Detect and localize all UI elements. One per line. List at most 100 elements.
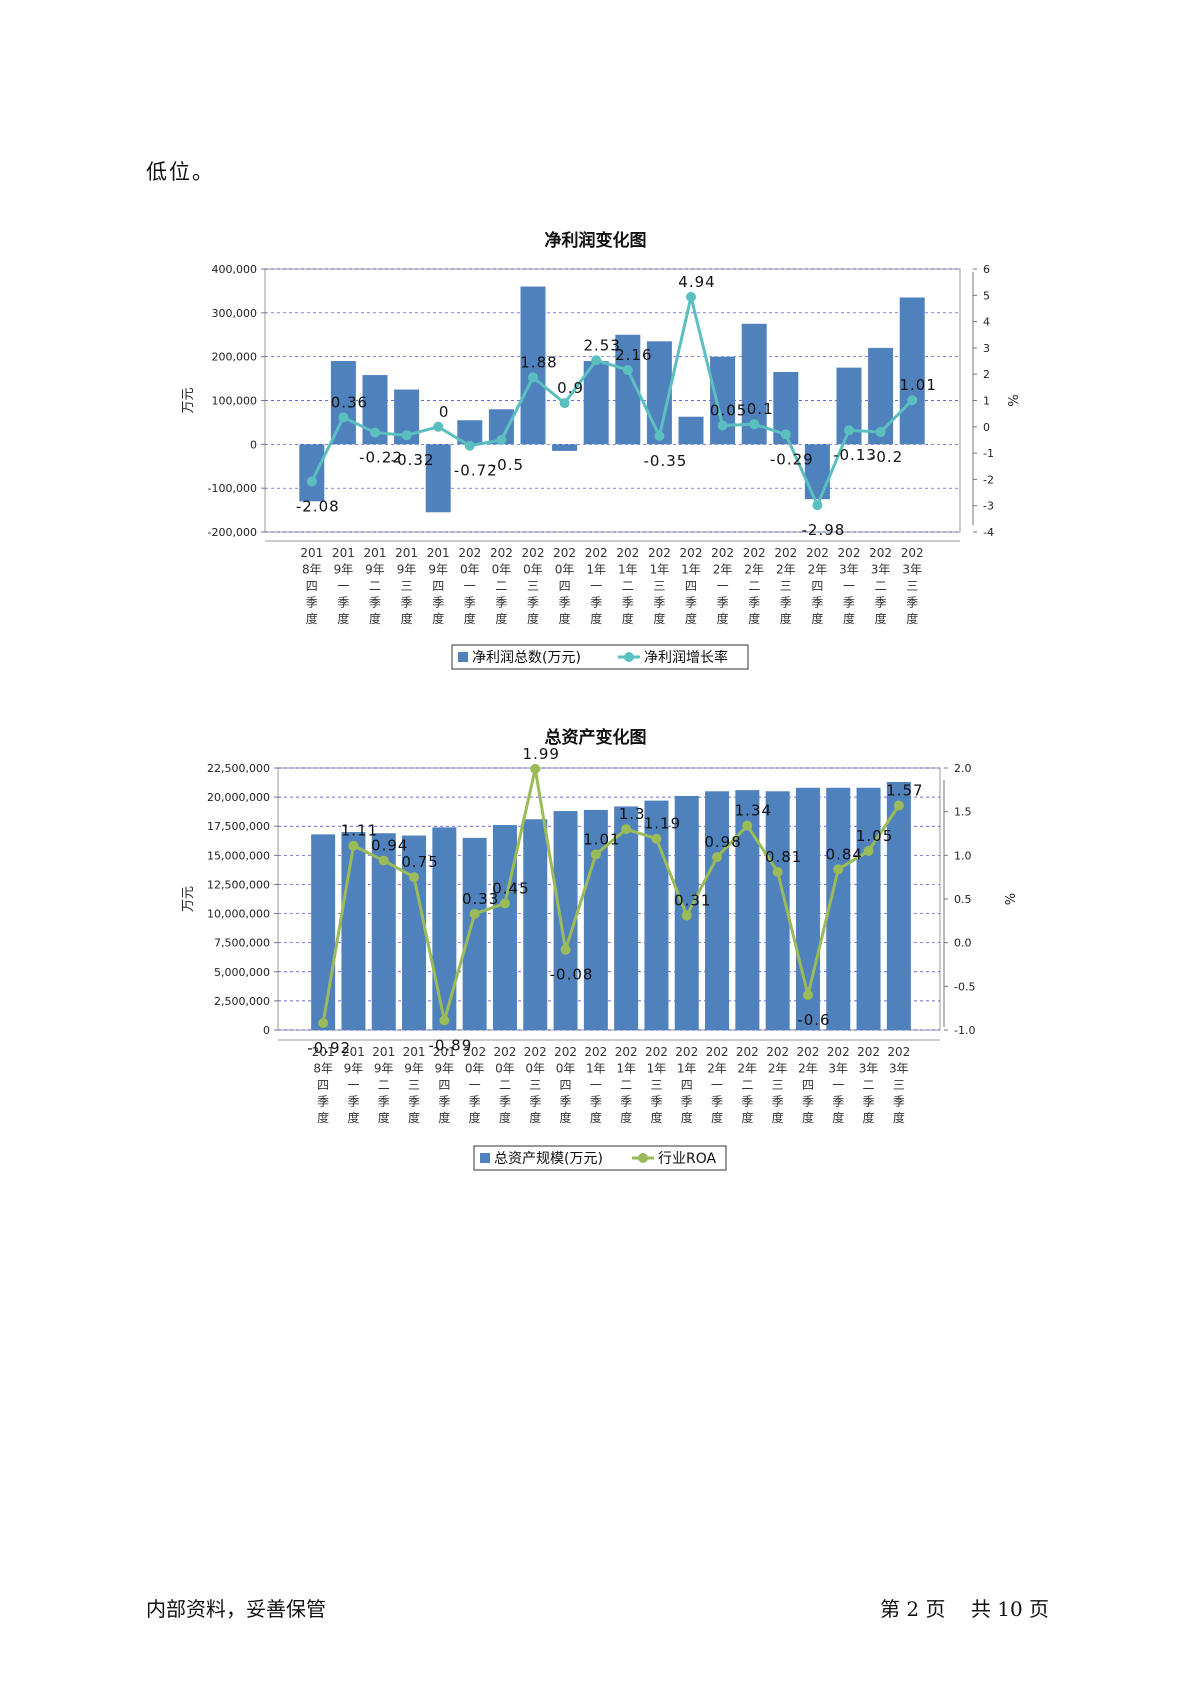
x-tick-label: 202 2年二季度 [736,1045,759,1125]
x-tick-label-line: 202 [706,1045,729,1059]
data-label: 4.94 [678,273,715,291]
line-point [875,427,886,438]
x-tick-label: 202 0年一季度 [463,1045,486,1125]
legend-bar-label: 净利润总数(万元) [472,650,581,666]
x-tick-label-line: 二 [863,1078,875,1092]
data-label: 1.34 [735,802,772,820]
bar [856,787,881,1030]
data-label: 1.19 [644,815,681,833]
x-tick-label-line: 3年 [871,563,891,577]
x-tick-label-line: 202 [736,1045,759,1059]
line-point [681,910,692,921]
line-point [907,395,918,406]
data-label: -0.2 [870,448,903,466]
line-point [433,421,444,432]
y2-tick-label: 5 [983,289,990,302]
x-tick-label-line: 季 [464,596,476,610]
x-tick-label-line: 度 [681,1110,693,1125]
x-tick-label-line: 度 [843,611,855,626]
x-tick-label: 201 9年一季度 [332,546,355,626]
x-tick-label-line: 202 [774,546,797,560]
y-tick-label: 7,500,000 [214,937,270,950]
y-tick-label: 100,000 [212,395,258,408]
x-tick-label: 202 2年一季度 [711,546,734,626]
x-tick-label: 201 8年四季度 [312,1045,335,1125]
x-tick-label-line: 202 [584,1045,607,1059]
y2-tick-label: -0.5 [954,980,975,993]
x-tick-label-line: 季 [772,1095,784,1109]
x-tick-label-line: 三 [529,1078,541,1092]
x-tick-label-line: 季 [590,1095,602,1109]
x-tick-label-line: 三 [772,1078,784,1092]
x-tick-label-line: 0年 [465,1062,485,1076]
data-label: 0.33 [462,890,499,908]
x-tick-label-line: 度 [560,1110,572,1125]
x-tick-label-line: 一 [469,1078,481,1092]
net-profit-chart: -200,000-100,0000100,000200,000300,00040… [181,263,1019,670]
x-tick-label-line: 季 [432,596,444,610]
x-tick-label-line: 202 [743,546,766,560]
x-tick-label-line: 一 [464,579,476,593]
x-tick-label-line: 季 [337,596,349,610]
x-tick-label-line: 度 [306,611,318,626]
x-tick-label-line: 202 [869,546,892,560]
x-tick-label-line: 201 [403,1045,426,1059]
x-tick-label-line: 度 [347,1110,359,1125]
intro-text: 低位。 [146,160,215,184]
line-point [833,864,844,875]
x-tick-label: 202 3年三季度 [901,546,924,626]
x-tick-label-line: 度 [559,611,571,626]
data-label: 0.1 [747,400,774,418]
y2-tick-label: -3 [983,500,994,513]
data-label: 1.3 [619,805,646,823]
x-tick-label-line: 季 [499,1095,511,1109]
line-point [802,990,813,1001]
line-point [780,429,791,440]
x-tick-label-line: 201 [395,546,418,560]
x-tick-label-line: 季 [843,596,855,610]
x-tick-label-line: 8年 [313,1062,333,1076]
y-axis-label: 万元 [181,387,196,413]
bar [492,825,517,1030]
data-label: 1.11 [341,822,378,840]
x-tick-label: 201 9年三季度 [395,546,418,626]
data-label: -0.08 [550,966,594,984]
data-label: -0.13 [833,446,877,464]
x-tick-label-line: 1年 [677,1062,697,1076]
y-tick-label: 5,000,000 [214,966,270,979]
x-tick-label-line: 度 [653,611,665,626]
y2-tick-label: 1.0 [954,849,972,862]
line-point [812,500,823,511]
x-tick-label-line: 季 [495,596,507,610]
x-tick-label: 202 0年三季度 [524,1045,547,1125]
x-tick-label-line: 三 [653,579,665,593]
x-tick-label-line: 202 [522,546,545,560]
x-tick-label-line: 季 [741,1095,753,1109]
x-tick-label-line: 季 [653,596,665,610]
y-tick-label: 400,000 [212,263,258,276]
x-tick-label: 201 8年四季度 [300,546,323,626]
x-tick-label-line: 季 [317,1095,329,1109]
data-label: 1.01 [899,376,936,394]
bar [886,781,911,1030]
x-tick-label-line: 202 [827,1045,850,1059]
y2-tick-label: -2 [983,473,994,486]
x-tick-label-line: 1年 [681,563,701,577]
x-tick-label: 202 1年三季度 [648,546,671,626]
x-tick-label-line: 9年 [365,563,385,577]
y-tick-label: 17,500,000 [207,820,270,833]
y2-tick-label: 0 [983,421,990,434]
x-tick-label-line: 201 [364,546,387,560]
x-tick-label-line: 202 [766,1045,789,1059]
x-tick-label-line: 三 [527,579,539,593]
x-tick-label-line: 1年 [618,563,638,577]
x-tick-label-line: 季 [527,596,539,610]
line-point [469,908,480,919]
x-tick-label: 202 2年三季度 [766,1045,789,1125]
legend-bar-swatch [480,1153,490,1163]
x-tick-label-line: 二 [369,579,381,593]
x-tick-label-line: 度 [748,611,760,626]
y2-tick-label: 0.0 [954,937,972,950]
x-tick-label: 201 9年三季度 [403,1045,426,1125]
x-tick-label-line: 季 [685,596,697,610]
